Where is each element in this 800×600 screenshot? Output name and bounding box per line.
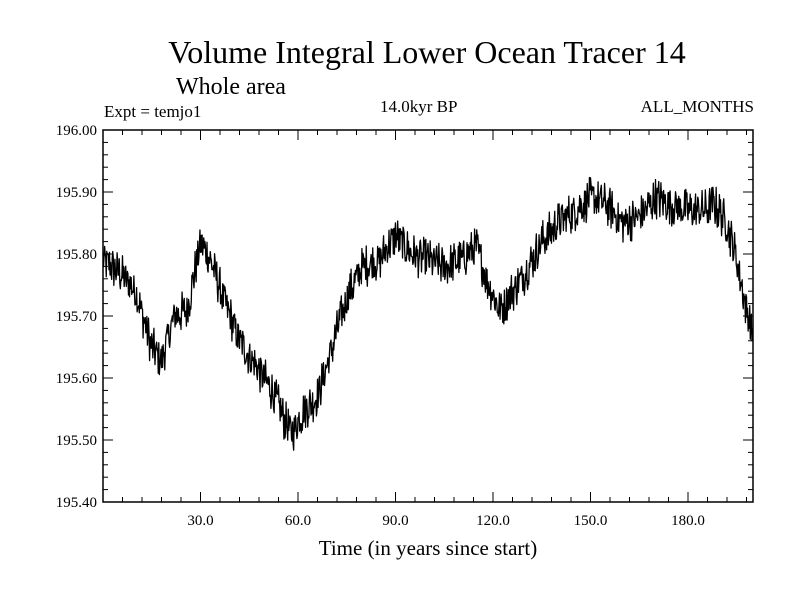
y-tick-label: 196.00 bbox=[56, 123, 97, 139]
y-tick-label: 195.40 bbox=[56, 495, 97, 511]
x-tick-label: 60.0 bbox=[285, 513, 311, 529]
experiment-label: Expt = temjo1 bbox=[104, 102, 202, 121]
y-tick-label: 195.90 bbox=[56, 185, 97, 201]
x-tick-label: 90.0 bbox=[382, 513, 408, 529]
series-line bbox=[102, 176, 754, 451]
months-label: ALL_MONTHS bbox=[640, 97, 754, 116]
period-label: 14.0kyr BP bbox=[380, 97, 458, 116]
tick-labels: 30.0 60.0 90.0 120.0 150.0 180.0 195.40 195.50 1… bbox=[56, 123, 705, 529]
x-tick-label: 180.0 bbox=[671, 513, 705, 529]
x-tick-label: 30.0 bbox=[187, 513, 213, 529]
x-tick-label: 150.0 bbox=[574, 513, 608, 529]
y-tick-label: 195.60 bbox=[56, 371, 97, 387]
y-tick-label: 195.80 bbox=[56, 247, 97, 263]
y-tick-label: 195.70 bbox=[56, 309, 97, 325]
x-axis-label: Time (in years since start) bbox=[318, 536, 538, 560]
y-tick-label: 195.50 bbox=[56, 433, 97, 449]
chart-subtitle: Whole area bbox=[176, 74, 286, 100]
x-tick-label: 120.0 bbox=[476, 513, 510, 529]
chart-title: Volume Integral Lower Ocean Tracer 14 bbox=[168, 34, 686, 70]
